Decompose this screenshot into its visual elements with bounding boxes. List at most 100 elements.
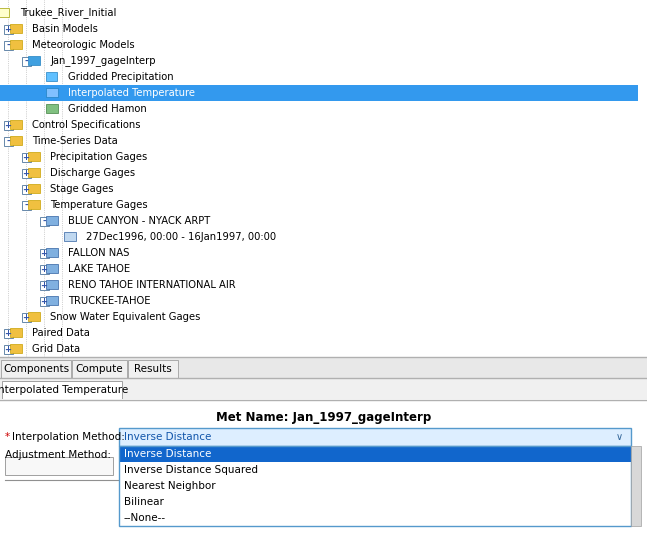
Text: +: + — [41, 249, 47, 257]
Bar — [10, 120, 22, 129]
Text: Compute: Compute — [76, 364, 124, 374]
Text: Interpolated Temperature: Interpolated Temperature — [0, 385, 129, 395]
Text: Inverse Distance: Inverse Distance — [124, 449, 212, 459]
Bar — [4, 41, 13, 50]
Text: TRUCKEE-TAHOE: TRUCKEE-TAHOE — [68, 296, 151, 306]
Bar — [119, 494, 631, 510]
Bar — [40, 217, 49, 226]
Bar — [40, 249, 49, 258]
Bar — [10, 40, 22, 49]
Text: Jan_1997_gageInterp: Jan_1997_gageInterp — [50, 55, 155, 66]
Text: LAKE TAHOE: LAKE TAHOE — [68, 264, 130, 274]
Text: -: - — [24, 201, 28, 209]
Bar — [4, 345, 13, 354]
Bar — [4, 25, 13, 34]
Bar — [0, 399, 647, 544]
Bar — [46, 216, 58, 225]
Bar — [46, 72, 57, 81]
Bar — [22, 201, 31, 210]
Text: Meteorologic Models: Meteorologic Models — [32, 40, 135, 50]
Text: *: * — [5, 432, 10, 442]
Text: Snow Water Equivalent Gages: Snow Water Equivalent Gages — [50, 312, 201, 322]
Bar — [46, 280, 58, 289]
Text: RENO TAHOE INTERNATIONAL AIR: RENO TAHOE INTERNATIONAL AIR — [68, 280, 236, 290]
Bar — [10, 136, 22, 145]
Bar — [22, 313, 31, 322]
Bar — [40, 265, 49, 274]
Text: 27Dec1996, 00:00 - 16Jan1997, 00:00: 27Dec1996, 00:00 - 16Jan1997, 00:00 — [86, 232, 276, 242]
Bar — [28, 184, 40, 193]
Bar — [4, 137, 13, 146]
Bar — [28, 312, 40, 321]
Bar — [22, 185, 31, 194]
Text: Gridded Hamon: Gridded Hamon — [68, 104, 147, 114]
Text: +: + — [41, 264, 47, 274]
Text: +: + — [41, 281, 47, 289]
Text: -: - — [6, 40, 10, 50]
Text: Inverse Distance: Inverse Distance — [124, 432, 212, 442]
Text: +: + — [23, 312, 30, 322]
Text: Discharge Gages: Discharge Gages — [50, 168, 135, 178]
Text: FALLON NAS: FALLON NAS — [68, 248, 129, 258]
Text: Paired Data: Paired Data — [32, 328, 90, 338]
Text: Stage Gages: Stage Gages — [50, 184, 113, 194]
Text: Interpolation Method:: Interpolation Method: — [12, 432, 125, 442]
Text: Basin Models: Basin Models — [32, 24, 98, 34]
Text: Precipitation Gages: Precipitation Gages — [50, 152, 148, 162]
Bar — [28, 200, 40, 209]
Text: -: - — [42, 217, 46, 226]
Bar — [46, 264, 58, 273]
Text: Interpolated Temperature: Interpolated Temperature — [68, 88, 195, 98]
Text: Nearest Neighbor: Nearest Neighbor — [124, 481, 215, 491]
Bar — [64, 232, 76, 241]
Bar — [0, 358, 647, 378]
Bar — [28, 56, 40, 65]
Bar — [4, 329, 13, 338]
Text: Time-Series Data: Time-Series Data — [32, 136, 118, 146]
Bar — [2, 381, 122, 399]
Bar — [22, 57, 31, 66]
Bar — [1, 360, 71, 378]
Bar — [40, 297, 49, 306]
Text: Components: Components — [3, 364, 69, 374]
Bar — [0, 378, 647, 544]
Bar — [10, 328, 22, 337]
Text: Temperature Gages: Temperature Gages — [50, 200, 148, 210]
Bar — [10, 24, 22, 33]
Text: --None--: --None-- — [124, 513, 166, 523]
Text: Trukee_River_Initial: Trukee_River_Initial — [20, 8, 116, 18]
Bar — [119, 478, 631, 494]
Bar — [119, 446, 631, 526]
Text: Gridded Precipitation: Gridded Precipitation — [68, 72, 173, 82]
Text: Adjustment Method:: Adjustment Method: — [5, 450, 111, 460]
Text: +: + — [5, 329, 12, 337]
Bar — [119, 462, 631, 478]
Bar — [10, 344, 22, 353]
Text: +: + — [5, 344, 12, 354]
Bar — [0, 85, 638, 101]
Bar — [0, 0, 647, 357]
Bar — [119, 446, 631, 462]
Text: Inverse Distance Squared: Inverse Distance Squared — [124, 465, 258, 475]
Text: +: + — [23, 152, 30, 162]
Text: +: + — [5, 121, 12, 129]
Text: +: + — [23, 184, 30, 194]
Bar — [28, 152, 40, 161]
Bar — [119, 510, 631, 526]
Text: Results: Results — [134, 364, 172, 374]
Text: +: + — [41, 296, 47, 306]
Bar — [28, 168, 40, 177]
Bar — [5, 457, 113, 475]
Bar — [46, 248, 58, 257]
Text: Control Specifications: Control Specifications — [32, 120, 140, 130]
Bar — [46, 296, 58, 305]
Bar — [631, 446, 641, 526]
Bar — [46, 88, 58, 97]
Text: +: + — [5, 24, 12, 34]
Bar — [22, 169, 31, 178]
Text: -: - — [6, 137, 10, 145]
Bar — [119, 428, 631, 446]
Bar — [128, 360, 178, 378]
Bar — [22, 153, 31, 162]
Text: BLUE CANYON - NYACK ARPT: BLUE CANYON - NYACK ARPT — [68, 216, 210, 226]
